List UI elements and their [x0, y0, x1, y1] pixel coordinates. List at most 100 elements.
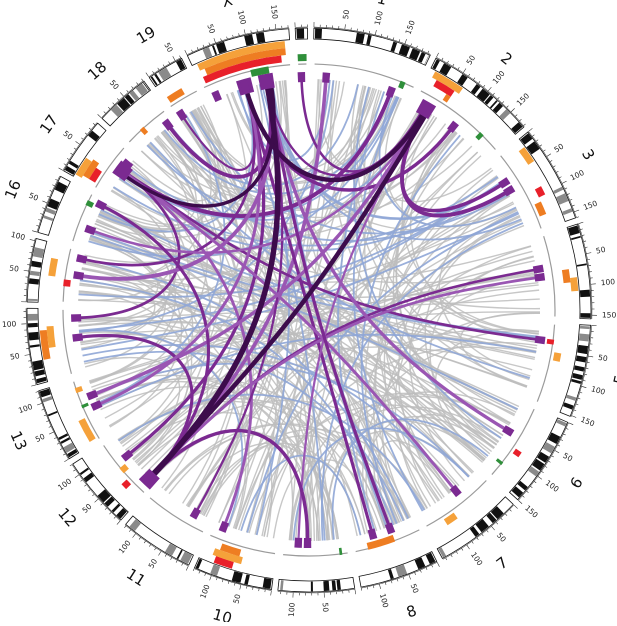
tick-mark [355, 589, 356, 594]
tick-label: 150 [602, 310, 617, 319]
track-block-chr-1 [398, 81, 405, 89]
tick-mark [25, 355, 30, 356]
tick-mark [399, 39, 400, 41]
tick-label: 100 [569, 168, 586, 183]
tick-mark [92, 494, 94, 496]
tick-mark [70, 153, 72, 154]
tick-label: 100 [198, 583, 211, 600]
tick-mark [55, 179, 57, 180]
tick-mark [205, 573, 206, 575]
tick-mark [545, 466, 547, 467]
tick-mark [565, 188, 567, 189]
tick-mark [158, 68, 159, 70]
tick-mark [586, 253, 591, 254]
tick-label: 100 [2, 319, 17, 329]
link-end-marker [298, 72, 306, 82]
tick-mark [57, 443, 59, 444]
tick-mark [182, 563, 183, 565]
ideogram-chr-16: 50 [27, 176, 70, 235]
track-block-chr-4 [570, 277, 578, 291]
tick-mark [113, 103, 115, 105]
link-end-marker [73, 271, 84, 280]
tick-mark [146, 73, 149, 77]
tick-mark [585, 374, 587, 375]
tick-mark [46, 421, 48, 422]
tick-mark [210, 576, 212, 581]
tick-label: 50 [162, 41, 175, 54]
tick-mark [203, 45, 204, 47]
tick-mark [542, 471, 544, 472]
tick-label: 50 [495, 531, 508, 544]
chromosome-arc [519, 132, 575, 221]
tick-mark [31, 385, 36, 386]
tick-mark [487, 530, 489, 532]
tick-mark [569, 423, 574, 425]
tick-mark [567, 194, 569, 195]
tick-mark [451, 555, 452, 557]
tick-mark [50, 190, 52, 191]
chromosome-label-8: 8 [404, 601, 419, 621]
tick-mark [493, 93, 495, 95]
tick-mark [127, 90, 129, 92]
tick-mark [40, 214, 42, 215]
tick-mark [227, 37, 228, 39]
tick-mark [420, 570, 421, 572]
link-end-marker [211, 90, 222, 102]
tick-mark [468, 74, 469, 76]
tick-mark [529, 128, 533, 131]
tick-mark [67, 158, 69, 159]
tick-mark [426, 568, 427, 570]
tick-mark [524, 124, 526, 126]
tick-mark [271, 590, 272, 595]
tick-mark [63, 454, 65, 455]
tick-mark [515, 115, 517, 117]
inner-ring-segment [283, 553, 348, 556]
tick-mark [152, 71, 153, 73]
tick-mark [185, 50, 187, 55]
tick-label: 100 [17, 402, 34, 415]
tick-mark [579, 222, 584, 224]
chromosome-label-12: 12 [54, 504, 80, 530]
tick-mark [73, 470, 75, 471]
tick-label: 100 [544, 478, 561, 494]
tick-mark [133, 534, 136, 538]
chromosome-label-19: 19 [133, 23, 159, 48]
tick-mark [488, 87, 491, 91]
tick-label: 100 [590, 384, 606, 397]
tick-mark [37, 398, 39, 399]
link-end-marker [72, 333, 83, 341]
tick-label: 50 [147, 557, 160, 570]
tick-mark [584, 241, 586, 242]
tick-mark [576, 404, 578, 405]
chromosome-label-7: 7 [493, 553, 512, 573]
tick-label: 50 [464, 53, 477, 66]
tick-mark [173, 56, 175, 60]
tick-mark [472, 541, 473, 543]
tick-mark [422, 48, 423, 50]
tick-mark [588, 356, 593, 357]
tick-mark [415, 573, 416, 575]
tick-label: 50 [108, 78, 121, 91]
cytoband [580, 313, 590, 318]
tick-label: 150 [515, 91, 532, 108]
tick-mark [209, 43, 210, 45]
tick-mark [117, 98, 119, 100]
tick-label: 150 [579, 415, 596, 429]
tick-mark [81, 480, 83, 482]
track-block-chr-13 [78, 418, 95, 442]
tick-mark [132, 86, 134, 88]
track-block-chr-16 [86, 200, 95, 208]
track-block-chr-Y [298, 54, 307, 61]
cytoband [29, 278, 39, 284]
tick-label: 150 [404, 19, 417, 36]
tick-mark [345, 24, 346, 29]
tick-mark [393, 37, 394, 39]
tick-mark [124, 526, 126, 528]
tick-mark [139, 537, 140, 539]
tick-mark [52, 185, 54, 186]
